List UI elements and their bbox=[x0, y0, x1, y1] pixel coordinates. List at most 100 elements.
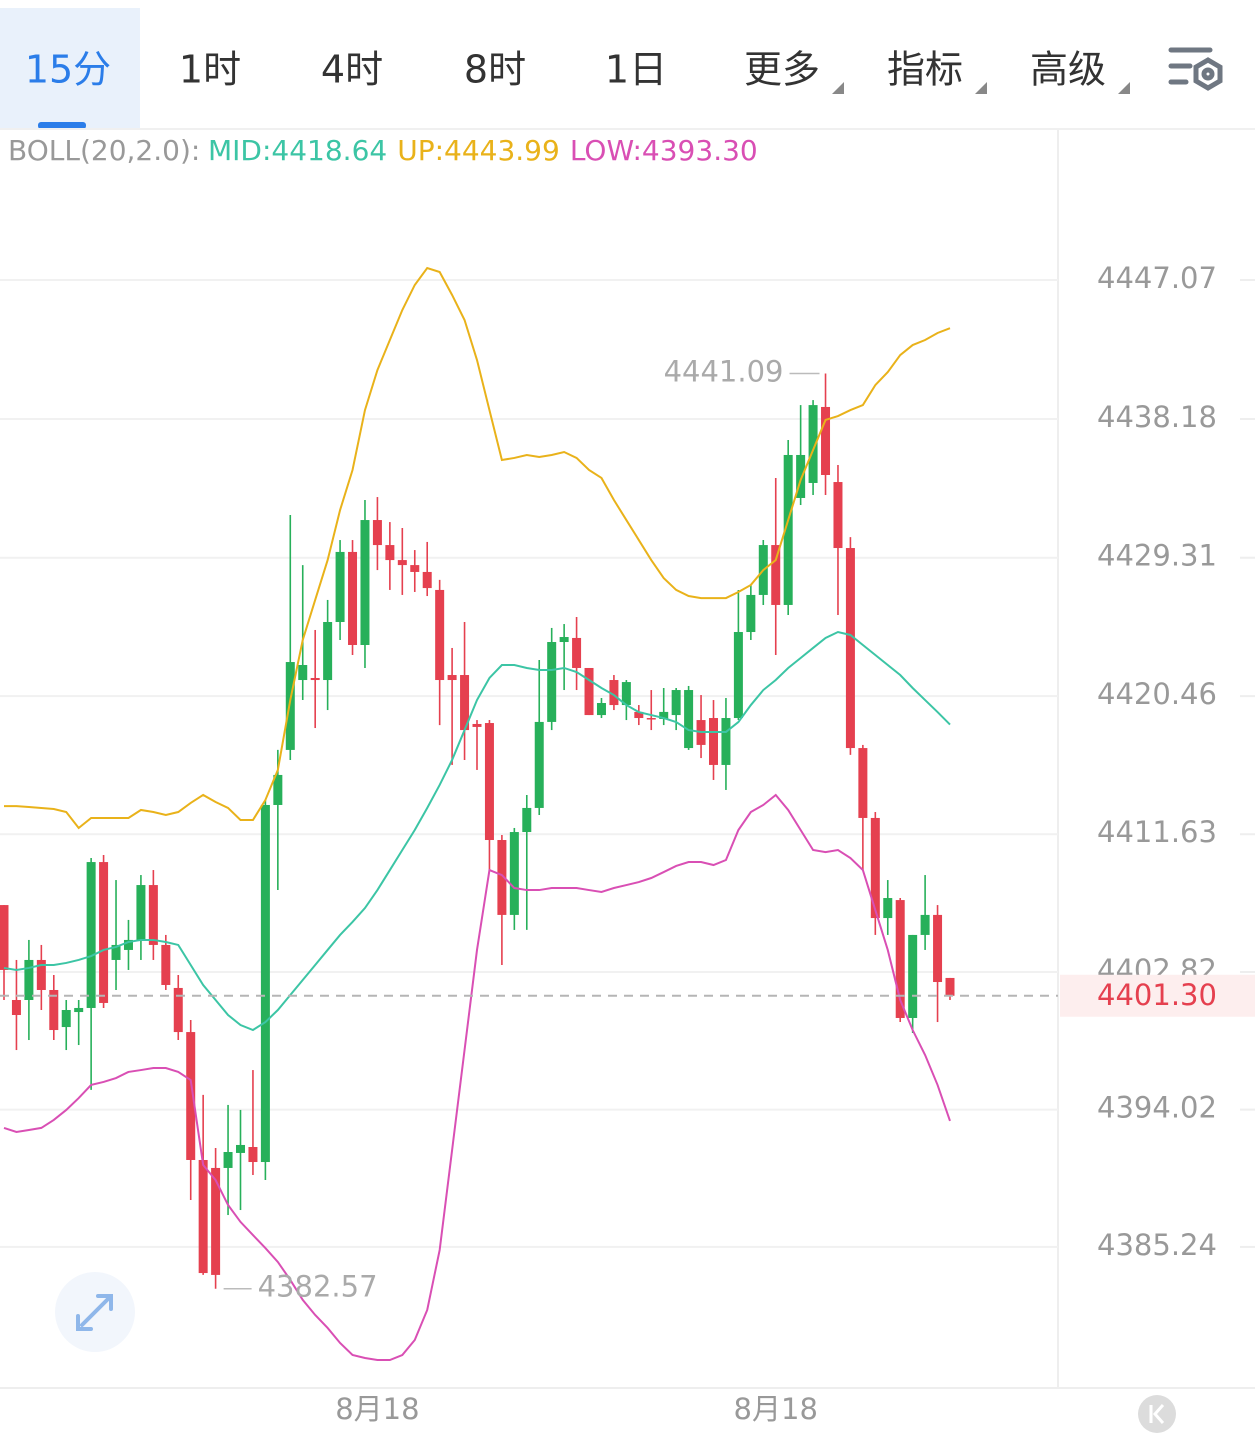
scroll-end-button[interactable] bbox=[1138, 1395, 1176, 1433]
candle-body bbox=[198, 1159, 208, 1274]
candle-body bbox=[771, 545, 781, 605]
candle-body bbox=[808, 405, 818, 483]
candle-body bbox=[99, 862, 109, 1003]
candle-body bbox=[659, 711, 669, 719]
tab[interactable]: 15分 bbox=[25, 48, 111, 92]
candle-body bbox=[236, 1144, 245, 1153]
band-line bbox=[3, 793, 951, 1362]
candle-body bbox=[61, 1010, 71, 1028]
tab[interactable]: 高级 bbox=[1030, 48, 1106, 92]
candle-body bbox=[883, 898, 893, 919]
candle-body bbox=[596, 703, 606, 716]
y-tick-label: 4385.24 bbox=[1097, 1228, 1217, 1262]
tab[interactable]: 1日 bbox=[605, 48, 667, 92]
candle-body bbox=[385, 545, 395, 561]
x-tick-label: 8月18 bbox=[734, 1392, 818, 1426]
tab-bar: 15分 1时 4时 8时 1日 更多 指标 高级 bbox=[0, 8, 1130, 129]
dropdown-caret bbox=[975, 82, 987, 94]
candle-body bbox=[447, 675, 457, 681]
candle-body bbox=[422, 571, 432, 589]
candle-body bbox=[74, 1007, 84, 1013]
y-tick-label: 4447.07 bbox=[1097, 261, 1217, 295]
plot: 4447.074438.184429.314420.464411.634402.… bbox=[0, 134, 1255, 1426]
candle-body bbox=[833, 482, 843, 549]
dropdown-caret bbox=[832, 82, 844, 94]
legend-entry: MID:4418.64 bbox=[208, 134, 387, 167]
band-line bbox=[4, 266, 951, 830]
candle-body bbox=[335, 551, 345, 623]
y-tick-label: 4438.18 bbox=[1097, 400, 1217, 434]
candle-body bbox=[671, 690, 681, 716]
candle-body bbox=[186, 1032, 196, 1160]
tab[interactable]: 更多 bbox=[744, 48, 820, 92]
candle-body bbox=[273, 774, 283, 805]
candle-body bbox=[746, 594, 756, 633]
y-tick-label: 4429.31 bbox=[1097, 539, 1217, 573]
candle-body bbox=[584, 667, 594, 716]
candle-body bbox=[223, 1152, 233, 1168]
candle-body bbox=[435, 589, 445, 681]
candle-body bbox=[933, 914, 943, 983]
candle-body bbox=[348, 551, 358, 645]
candle-body bbox=[484, 723, 494, 841]
candle-body bbox=[148, 885, 158, 945]
candle-body bbox=[173, 987, 183, 1033]
candle-body bbox=[460, 675, 470, 731]
candle-body bbox=[360, 520, 370, 645]
candle-body bbox=[298, 665, 308, 681]
high-label: 4441.09 bbox=[664, 354, 784, 388]
band-line bbox=[3, 630, 951, 1032]
candle-body bbox=[646, 718, 656, 720]
y-tick-label: 4411.63 bbox=[1097, 815, 1217, 849]
candle-body bbox=[260, 804, 270, 1163]
candle-body bbox=[323, 622, 333, 681]
tab[interactable]: 1时 bbox=[179, 48, 241, 92]
candle-body bbox=[796, 454, 806, 498]
tab[interactable]: 4时 bbox=[321, 48, 383, 92]
candle-body bbox=[161, 944, 171, 985]
legend-entry: UP:4443.99 bbox=[397, 134, 560, 167]
low-label: 4382.57 bbox=[258, 1270, 378, 1304]
candle-body bbox=[783, 454, 793, 605]
y-tick-label: 4420.46 bbox=[1097, 677, 1217, 711]
candle-body bbox=[709, 718, 718, 765]
candle-body bbox=[945, 977, 955, 996]
candle-body bbox=[410, 565, 420, 572]
candle-body bbox=[509, 832, 519, 915]
tab[interactable]: 指标 bbox=[887, 48, 963, 92]
candle-body bbox=[136, 885, 146, 940]
candle-body bbox=[621, 682, 631, 706]
candle-body bbox=[821, 406, 831, 475]
candle-body bbox=[11, 999, 21, 1016]
indicator-label: BOLL(20,2.0): bbox=[8, 134, 200, 167]
candle-body bbox=[310, 677, 320, 681]
candle-body bbox=[497, 840, 507, 915]
legend-entry: LOW:4393.30 bbox=[570, 134, 758, 167]
candle-body bbox=[522, 807, 532, 833]
candle-body bbox=[733, 632, 743, 719]
candle-body bbox=[123, 939, 133, 950]
candle-body bbox=[36, 959, 46, 990]
candle-body bbox=[895, 900, 905, 1018]
tab[interactable]: 8时 bbox=[464, 48, 526, 92]
candle-body bbox=[908, 934, 918, 1018]
candle-body bbox=[684, 690, 694, 749]
last-price-label: 4401.30 bbox=[1097, 978, 1217, 1012]
x-tick-label: 8月18 bbox=[335, 1392, 419, 1426]
candle-body bbox=[870, 817, 880, 919]
expand-button[interactable] bbox=[55, 1272, 135, 1352]
candle-body bbox=[111, 944, 121, 960]
candle-body bbox=[858, 748, 868, 818]
candle-body bbox=[285, 662, 295, 750]
candle-body bbox=[609, 680, 619, 706]
candle-body bbox=[572, 637, 582, 668]
candle-body bbox=[211, 1167, 221, 1275]
candle-body bbox=[559, 637, 569, 643]
settings-icon[interactable] bbox=[1168, 47, 1223, 91]
candle-body bbox=[920, 914, 930, 935]
dropdown-caret bbox=[1118, 82, 1130, 94]
candle-body bbox=[845, 548, 855, 749]
candle-body bbox=[472, 723, 482, 727]
